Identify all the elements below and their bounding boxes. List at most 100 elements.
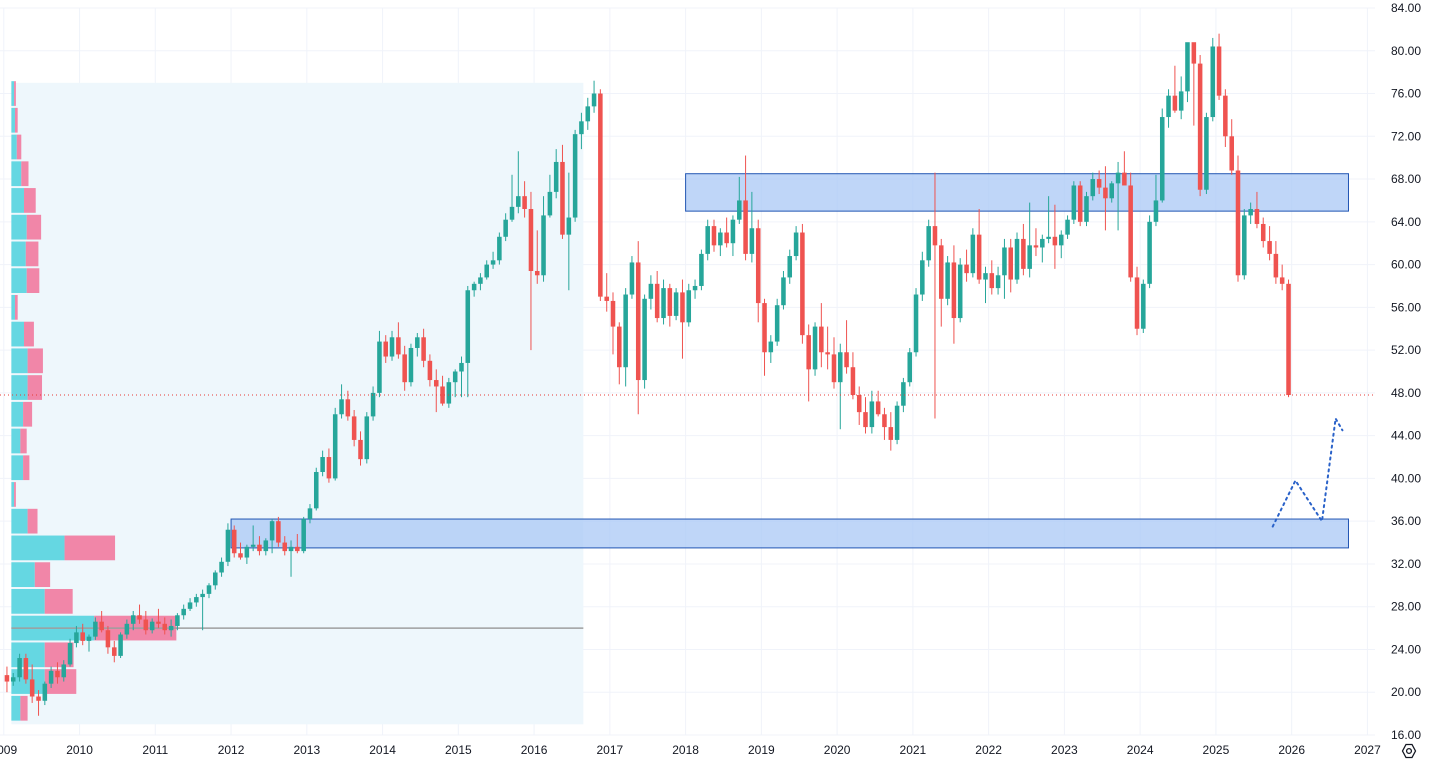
candle-body	[970, 234, 976, 274]
candle-down	[1128, 172, 1133, 282]
candle-body	[351, 416, 357, 440]
candle-down	[1260, 217, 1266, 248]
candle-body	[737, 200, 742, 220]
candle-down	[80, 623, 85, 646]
x-tick-label: 2017	[596, 743, 623, 757]
candle-body	[497, 236, 502, 261]
candle-up	[42, 681, 48, 706]
volume-profile-bar-up	[11, 348, 28, 374]
candle-body	[206, 585, 212, 594]
candle-body	[1128, 185, 1133, 278]
candle-body	[762, 303, 767, 353]
candle-body	[4, 675, 10, 682]
candle-down	[528, 191, 534, 351]
candle-body	[901, 382, 906, 406]
y-tick-label: 56.00	[1391, 300, 1421, 314]
candle-up	[187, 598, 193, 611]
candle-body	[819, 326, 824, 353]
candle-body	[112, 647, 117, 656]
candle-up	[1141, 279, 1146, 334]
candle-up	[838, 343, 843, 430]
candle-up	[869, 390, 875, 434]
volume-profile-bar-up	[11, 482, 15, 507]
volume-profile-bar-up	[11, 241, 26, 267]
x-tick-label: 2019	[748, 743, 775, 757]
candle-up	[1058, 230, 1064, 259]
candle-down	[844, 320, 849, 374]
volume-profile-bar-up	[11, 81, 15, 106]
candle-body	[1008, 247, 1014, 280]
y-tick-label: 52.00	[1391, 343, 1421, 357]
candle-body	[1014, 238, 1020, 280]
candle-down	[383, 335, 389, 363]
candle-up	[1027, 202, 1032, 278]
candle-up	[219, 557, 224, 577]
candle-body	[282, 542, 288, 552]
volume-profile-bar-up	[11, 134, 17, 160]
candle-body	[1197, 63, 1203, 190]
candle-body	[812, 326, 818, 370]
candle-up	[970, 228, 976, 278]
candle-body	[238, 553, 243, 558]
candle-up	[907, 347, 913, 387]
candle-body	[920, 260, 925, 295]
candle-up	[1071, 181, 1077, 224]
candle-body	[358, 439, 363, 460]
candle-down	[421, 328, 426, 368]
candle-body	[168, 625, 174, 631]
volume-profile-bar-up	[11, 161, 22, 187]
candle-up	[1065, 215, 1070, 239]
candle-up	[301, 516, 306, 554]
candle-body	[1216, 46, 1222, 96]
candle-up	[623, 288, 628, 387]
candle-body	[484, 264, 489, 278]
volume-profile-bar-down	[23, 321, 34, 347]
volume-profile-bar-down	[27, 348, 43, 374]
candle-up	[1109, 181, 1114, 203]
candle-up	[484, 260, 489, 280]
candle-body	[983, 273, 988, 280]
candle-body	[705, 226, 710, 254]
candle-up	[661, 279, 666, 325]
candle-body	[408, 347, 414, 383]
candle-up	[1185, 42, 1190, 103]
y-tick-label: 32.00	[1391, 557, 1421, 571]
candle-up	[749, 191, 755, 263]
candle-up	[572, 129, 578, 222]
candle-body	[67, 643, 73, 665]
candle-up	[718, 228, 723, 257]
candle-body	[200, 593, 205, 598]
candle-body	[118, 634, 123, 656]
y-tick-label: 24.00	[1391, 642, 1421, 656]
y-tick-label: 64.00	[1391, 215, 1421, 229]
x-tick-label: 2012	[218, 743, 245, 757]
candle-body	[307, 508, 313, 520]
candle-down	[800, 223, 805, 344]
candle-up	[648, 275, 654, 310]
candle-down	[427, 354, 433, 387]
candle-down	[99, 610, 104, 633]
candle-body	[1254, 208, 1260, 224]
candle-body	[320, 457, 325, 472]
candle-body	[976, 234, 982, 280]
settings-button[interactable]	[1398, 740, 1420, 762]
candle-down	[1279, 264, 1285, 291]
candle-body	[74, 632, 79, 644]
candle-body	[692, 285, 698, 291]
candle-body	[23, 658, 29, 680]
candle-body	[377, 341, 382, 393]
candle-body	[572, 134, 578, 218]
candle-body	[623, 294, 628, 368]
candle-down	[976, 208, 982, 284]
candle-body	[869, 401, 875, 428]
candle-up	[1084, 191, 1089, 227]
candle-down	[534, 230, 540, 284]
candle-down	[654, 271, 660, 323]
candle-up	[307, 504, 313, 524]
candle-body	[225, 529, 231, 562]
candle-body	[509, 206, 515, 220]
candle-body	[1248, 208, 1253, 216]
x-tick-label: 2013	[293, 743, 320, 757]
candle-body	[301, 519, 306, 552]
